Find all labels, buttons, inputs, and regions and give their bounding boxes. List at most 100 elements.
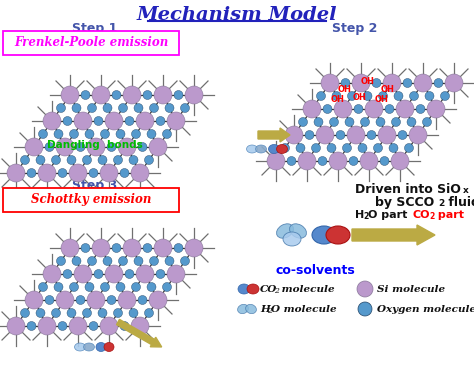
Circle shape <box>361 118 370 127</box>
Circle shape <box>134 256 143 265</box>
Circle shape <box>92 86 110 104</box>
Circle shape <box>357 281 373 297</box>
Circle shape <box>20 155 29 164</box>
Circle shape <box>138 296 147 305</box>
Circle shape <box>181 104 190 112</box>
Ellipse shape <box>276 224 293 238</box>
Circle shape <box>100 317 118 335</box>
Circle shape <box>154 239 172 257</box>
Circle shape <box>56 291 74 309</box>
Ellipse shape <box>246 145 257 153</box>
Circle shape <box>298 152 316 170</box>
Circle shape <box>156 270 165 279</box>
Circle shape <box>440 92 449 101</box>
Circle shape <box>358 144 367 153</box>
Circle shape <box>385 104 394 113</box>
Circle shape <box>76 143 85 152</box>
Text: Driven into SiO: Driven into SiO <box>355 183 461 196</box>
Circle shape <box>147 282 156 291</box>
FancyArrow shape <box>258 128 290 142</box>
Circle shape <box>149 256 158 265</box>
Circle shape <box>43 265 61 283</box>
Circle shape <box>334 100 352 118</box>
Ellipse shape <box>96 342 106 351</box>
Circle shape <box>76 296 85 305</box>
Circle shape <box>391 152 409 170</box>
Circle shape <box>343 144 352 153</box>
Text: Dangling  bonds: Dangling bonds <box>47 140 143 150</box>
Circle shape <box>327 144 336 153</box>
Text: Frenkel-Poole emission: Frenkel-Poole emission <box>14 37 168 49</box>
Ellipse shape <box>74 343 85 351</box>
Circle shape <box>7 317 25 335</box>
Circle shape <box>367 130 376 139</box>
Text: Step 1: Step 1 <box>73 22 118 35</box>
Circle shape <box>136 112 154 130</box>
Circle shape <box>112 244 121 253</box>
Circle shape <box>58 169 67 178</box>
Circle shape <box>67 155 76 164</box>
Circle shape <box>129 308 138 317</box>
Circle shape <box>372 78 381 87</box>
Ellipse shape <box>312 226 336 244</box>
Circle shape <box>81 90 90 100</box>
Text: film: film <box>470 183 474 196</box>
Circle shape <box>410 92 419 101</box>
Circle shape <box>25 138 43 156</box>
Ellipse shape <box>283 232 301 246</box>
Circle shape <box>363 92 372 101</box>
Circle shape <box>105 112 123 130</box>
Text: Step 3: Step 3 <box>73 179 118 192</box>
Circle shape <box>107 143 116 152</box>
Circle shape <box>25 291 43 309</box>
Text: OH: OH <box>381 84 395 93</box>
Circle shape <box>323 104 332 113</box>
Circle shape <box>69 164 87 182</box>
FancyArrow shape <box>117 319 162 347</box>
Circle shape <box>409 126 427 144</box>
Circle shape <box>27 322 36 331</box>
Circle shape <box>316 126 334 144</box>
Text: OH: OH <box>361 78 375 86</box>
Circle shape <box>149 138 167 156</box>
Circle shape <box>100 130 109 138</box>
Text: OH: OH <box>375 95 389 104</box>
Circle shape <box>380 156 389 166</box>
Ellipse shape <box>290 224 307 238</box>
Circle shape <box>92 239 110 257</box>
Circle shape <box>123 86 141 104</box>
Ellipse shape <box>255 145 266 153</box>
Circle shape <box>100 282 109 291</box>
Circle shape <box>129 155 138 164</box>
Circle shape <box>167 265 185 283</box>
Text: CO: CO <box>413 210 430 220</box>
Circle shape <box>354 104 363 113</box>
Circle shape <box>174 90 183 100</box>
Circle shape <box>27 169 36 178</box>
Circle shape <box>296 144 305 153</box>
Circle shape <box>398 130 407 139</box>
Circle shape <box>374 144 383 153</box>
Circle shape <box>287 156 296 166</box>
Text: 2: 2 <box>438 199 444 208</box>
Circle shape <box>285 126 303 144</box>
Circle shape <box>185 239 203 257</box>
Ellipse shape <box>326 226 350 244</box>
Circle shape <box>38 164 56 182</box>
Text: OH: OH <box>338 84 352 93</box>
Circle shape <box>52 155 61 164</box>
Circle shape <box>100 164 118 182</box>
Circle shape <box>396 100 414 118</box>
Text: H: H <box>355 210 364 220</box>
Circle shape <box>360 152 378 170</box>
Circle shape <box>383 74 401 92</box>
Ellipse shape <box>83 343 94 351</box>
Text: Step 2: Step 2 <box>332 22 378 35</box>
Text: x: x <box>463 186 469 195</box>
FancyBboxPatch shape <box>3 188 179 212</box>
Circle shape <box>416 104 425 113</box>
Text: H: H <box>260 305 270 314</box>
Text: Schottky emission: Schottky emission <box>31 193 151 207</box>
Circle shape <box>345 118 354 127</box>
Circle shape <box>154 86 172 104</box>
